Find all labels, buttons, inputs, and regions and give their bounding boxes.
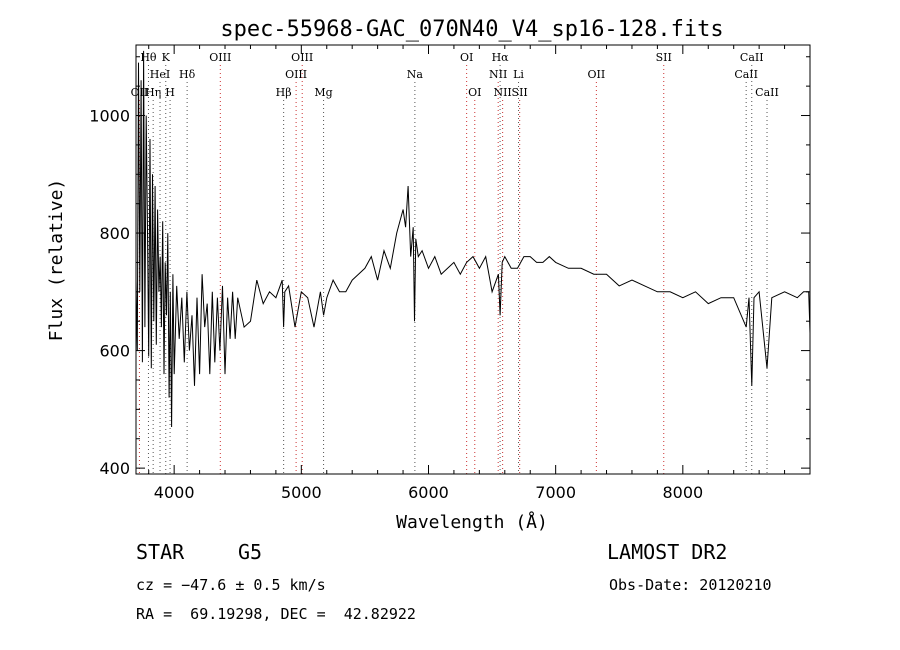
y-tick-label: 1000 <box>89 107 130 126</box>
survey-label: LAMOST DR2 <box>607 540 728 564</box>
line-marker-label: CaII <box>734 68 758 81</box>
y-axis-ticks: 400 600 800 1000 <box>89 56 810 478</box>
redshift-readout: cz = −47.6 ± 0.5 km/s <box>136 576 326 594</box>
obs-date: Obs-Date: 20120210 <box>609 576 772 594</box>
line-marker-label: NII <box>489 68 507 81</box>
spectral-line-markers: OII Hθ Hη HeI K H Hδ OIII Hβ OIII OIII Mg Na OI OI NII H… <box>131 51 779 474</box>
chart-title: spec-55968-GAC_070N40_V4_sp16-128.fits <box>220 17 723 42</box>
line-marker-label: CaII <box>755 86 779 99</box>
x-axis-ticks: 4000 5000 6000 7000 8000 <box>148 45 786 502</box>
line-marker-label: Hδ <box>179 68 196 81</box>
coordinates: RA = 69.19298, DEC = 42.82922 <box>136 605 416 623</box>
line-marker-label: K <box>162 51 171 64</box>
x-tick-label: 8000 <box>662 483 703 502</box>
line-marker-label: OIII <box>209 51 231 64</box>
line-marker-label: OI <box>468 86 481 99</box>
line-marker-label: OI <box>460 51 473 64</box>
subclass: G5 <box>238 540 263 564</box>
x-tick-label: 7000 <box>535 483 576 502</box>
line-marker-label: OIII <box>285 68 307 81</box>
y-tick-label: 600 <box>99 342 130 361</box>
line-marker-label: SII <box>512 86 528 99</box>
line-marker-label: Hβ <box>276 86 292 99</box>
line-marker-label: Na <box>407 68 424 81</box>
line-marker-label: Li <box>513 68 524 81</box>
line-marker-label: CaII <box>740 51 764 64</box>
plot-frame <box>135 44 811 475</box>
y-axis-label: Flux (relative) <box>46 179 67 342</box>
x-tick-label: 4000 <box>154 483 195 502</box>
x-axis-label: Wavelength (Å) <box>396 511 548 533</box>
y-tick-label: 400 <box>99 459 130 478</box>
x-tick-label: 5000 <box>281 483 322 502</box>
line-marker-label: Hθ <box>140 51 157 64</box>
x-tick-label: 6000 <box>408 483 449 502</box>
line-marker-label: Hα <box>492 51 510 64</box>
y-tick-label: 800 <box>99 224 130 243</box>
line-marker-label: SII <box>656 51 672 64</box>
spectrum-line <box>135 50 811 428</box>
line-marker-label: H <box>165 86 175 99</box>
line-marker-label: OIII <box>291 51 313 64</box>
object-class: STAR <box>136 540 185 564</box>
line-marker-label: NII <box>493 86 511 99</box>
line-marker-label: Hη <box>145 86 161 99</box>
line-marker-label: OII <box>587 68 605 81</box>
line-marker-label: Mg <box>314 86 332 99</box>
line-marker-label: HeI <box>150 68 170 81</box>
